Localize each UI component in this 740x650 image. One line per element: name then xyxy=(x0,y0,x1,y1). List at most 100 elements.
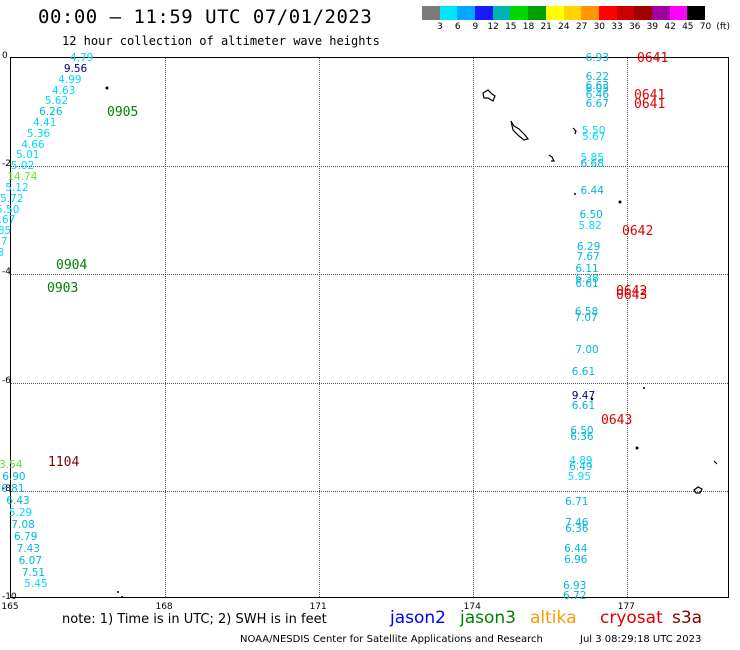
wave-height-label: 7.51 xyxy=(21,566,46,579)
wave-height-label: 6.44 xyxy=(580,184,604,197)
map-plot-area xyxy=(10,57,729,598)
wave-height-label: 5.67 xyxy=(0,214,16,227)
pass-time-label: 0641 xyxy=(637,51,669,66)
island-outline xyxy=(693,486,703,494)
legend-satellite-cryosat: cryosat xyxy=(600,608,663,628)
color-scale-swatch xyxy=(439,6,458,20)
color-scale-label: 42 xyxy=(664,22,676,32)
island-dot xyxy=(574,193,576,195)
wave-height-label: 6.71 xyxy=(565,495,589,508)
wave-height-label: 9.47 xyxy=(571,390,596,403)
longitude-tick-label: 171 xyxy=(309,602,327,612)
pass-time-label: 0643 xyxy=(616,288,648,303)
wave-height-label: 6.26 xyxy=(39,106,63,119)
wave-height-label: 6.61 xyxy=(575,278,599,291)
pass-time-label: 0642 xyxy=(616,284,648,299)
wave-height-label: 7.46 xyxy=(565,517,589,530)
color-scale-label: 9 xyxy=(472,22,479,32)
parallel-gridline xyxy=(11,274,728,276)
wave-height-label: 4.89 xyxy=(569,455,593,468)
wave-height-label: 6.50 xyxy=(570,425,594,438)
latitude-tick-label: -6 xyxy=(2,375,11,386)
color-scale-label: 70 xyxy=(699,22,712,32)
longitude-tick-label: 174 xyxy=(463,602,481,612)
credit-line: NOAA/NESDIS Center for Satellite Applica… xyxy=(240,634,543,645)
parallel-gridline xyxy=(11,382,728,384)
island-outline xyxy=(548,154,555,162)
meridian-gridline xyxy=(473,58,475,597)
color-scale-label: 24 xyxy=(558,22,570,32)
wave-height-label: 5.67 xyxy=(582,130,606,143)
pass-time-label: 0642 xyxy=(622,224,654,239)
wave-height-label: 6.50 xyxy=(579,208,603,221)
wave-height-label: 6.43 xyxy=(6,495,30,508)
pass-time-label: 0641 xyxy=(634,97,666,112)
color-scale-label: 15 xyxy=(505,22,517,32)
color-scale-swatch xyxy=(422,6,440,20)
wave-height-label: 4.41 xyxy=(33,117,57,129)
latitude-tick-label: 0 xyxy=(2,51,8,61)
legend-satellite-jason3: jason3 xyxy=(460,608,516,628)
color-scale-swatch xyxy=(634,6,652,20)
island-outline xyxy=(510,120,530,141)
color-scale-label: 27 xyxy=(575,22,588,32)
wave-height-label: 6.05 xyxy=(585,83,610,96)
wave-height-label: 4.63 xyxy=(52,84,76,97)
color-scale-label: 6 xyxy=(454,22,461,32)
wave-height-label: 6.93 xyxy=(563,579,587,592)
wave-height-label: 4.99 xyxy=(58,73,82,86)
parallel-gridline xyxy=(11,490,728,492)
wave-height-label: 5.85 xyxy=(580,152,604,165)
island-dot xyxy=(121,596,123,598)
longitude-tick-label: 168 xyxy=(155,602,173,612)
color-scale-swatch xyxy=(616,6,635,20)
meridian-gridline xyxy=(319,58,321,597)
color-scale-label: 12 xyxy=(487,22,499,32)
pass-time-label: 0903 xyxy=(47,281,79,296)
wave-height-label: 5.62 xyxy=(44,95,69,108)
wave-height-label: 5.29 xyxy=(8,507,33,520)
wave-height-label: 5.50 xyxy=(582,125,606,138)
wave-height-label: 5.01 xyxy=(16,149,40,162)
color-scale-swatch xyxy=(510,6,529,20)
legend-satellite-altika: altika xyxy=(530,608,577,628)
wave-height-label: 4.79 xyxy=(69,52,94,65)
pass-time-label: 0643 xyxy=(601,413,633,428)
pass-time-label: 0904 xyxy=(56,258,88,273)
wave-height-label: 6.58 xyxy=(574,306,599,319)
island-outline xyxy=(482,89,496,102)
map-subtitle: 12 hour collection of altimeter wave hei… xyxy=(62,34,380,48)
wave-height-label: 6.46 xyxy=(585,88,610,101)
footer-note: note: 1) Time is in UTC; 2) SWH is in fe… xyxy=(62,612,327,627)
wave-height-label: 6.38 xyxy=(575,272,599,285)
wave-height-label: 6.68 xyxy=(580,157,604,170)
island-outline xyxy=(572,127,577,135)
island-outline xyxy=(713,460,718,465)
color-scale-label: (ft) xyxy=(716,22,730,32)
wave-height-label: 6.93 xyxy=(585,52,610,65)
island-dot xyxy=(105,86,109,90)
wave-height-label: 6.79 xyxy=(14,530,38,543)
color-scale-label: 36 xyxy=(628,22,641,32)
wave-height-label: 6.67 xyxy=(585,98,610,111)
wave-height-label: 6.61 xyxy=(571,365,596,378)
wave-height-label: 6.11 xyxy=(575,263,599,276)
wave-height-label: 13.54 xyxy=(0,459,23,472)
wave-height-label: 6.22 xyxy=(585,71,610,84)
island-dot xyxy=(618,200,622,204)
wave-height-label: 5.72 xyxy=(0,192,24,205)
wave-height-label: 6.36 xyxy=(565,522,589,535)
island-dot xyxy=(117,591,119,593)
pass-time-label: 1104 xyxy=(48,455,80,470)
pass-time-label: 0905 xyxy=(107,105,139,120)
color-scale-swatch xyxy=(457,6,476,20)
color-scale-label: 18 xyxy=(522,22,535,32)
meridian-gridline xyxy=(627,58,629,597)
wave-height-label: 6.07 xyxy=(18,554,43,567)
wave-height-label: 14.74 xyxy=(7,171,38,184)
wave-height-label: 5.50 xyxy=(0,203,20,216)
island-dot xyxy=(635,446,639,450)
color-scale-swatch xyxy=(475,6,493,20)
color-scale-swatch xyxy=(545,6,564,20)
